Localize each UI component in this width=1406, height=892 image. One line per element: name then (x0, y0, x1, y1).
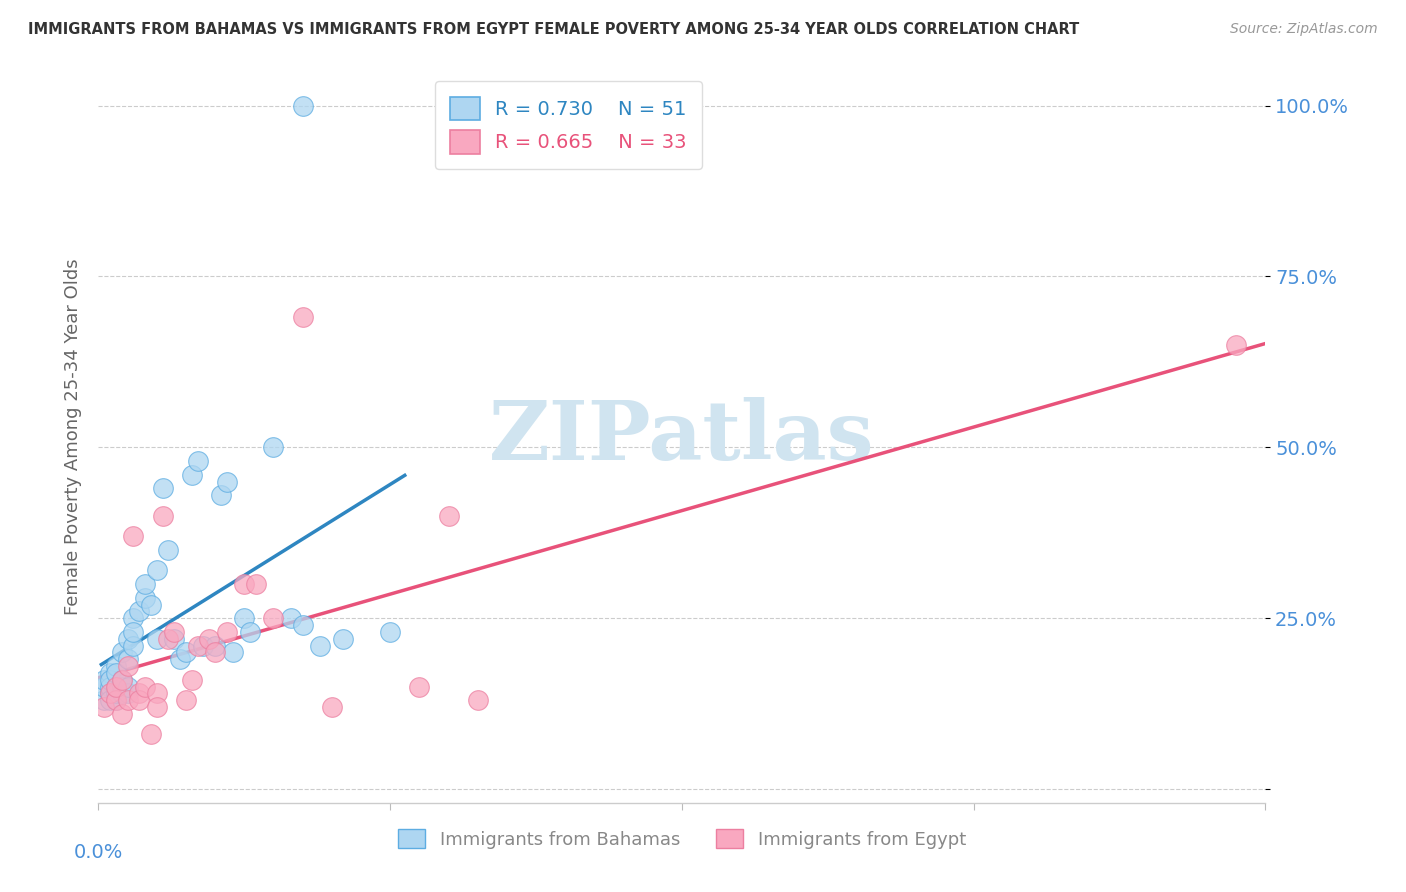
Point (233, 611, 256, 625)
Point (134, 680, 156, 694)
Point (117, 686, 139, 700)
Point (122, 611, 145, 625)
Point (152, 481, 174, 495)
Point (146, 686, 169, 700)
Point (187, 639, 209, 653)
Point (239, 624, 262, 639)
Point (174, 693, 197, 707)
Point (93, 680, 115, 694)
Point (139, 598, 162, 612)
Point (180, 673, 202, 687)
Point (104, 665, 127, 680)
Point (146, 700, 169, 714)
Point (146, 563, 169, 577)
Text: ZIPatlas: ZIPatlas (489, 397, 875, 477)
Point (104, 680, 127, 694)
Point (104, 693, 127, 707)
Point (163, 624, 186, 639)
Point (134, 591, 156, 605)
Point (93, 700, 115, 714)
Point (221, 645, 243, 659)
Point (93, 673, 115, 687)
Point (245, 577, 267, 591)
Y-axis label: Female Poverty Among 25-34 Year Olds: Female Poverty Among 25-34 Year Olds (63, 259, 82, 615)
Point (139, 727, 162, 741)
Point (111, 673, 134, 687)
Point (98, 680, 121, 694)
Point (321, 700, 343, 714)
Point (157, 542, 180, 557)
Point (98, 693, 121, 707)
Point (291, 98, 314, 112)
Point (280, 611, 302, 625)
Point (98, 673, 121, 687)
Point (98, 686, 121, 700)
Point (193, 639, 215, 653)
Point (215, 475, 238, 489)
Point (380, 624, 402, 639)
Text: IMMIGRANTS FROM BAHAMAS VS IMMIGRANTS FROM EGYPT FEMALE POVERTY AMONG 25-34 YEAR: IMMIGRANTS FROM BAHAMAS VS IMMIGRANTS FR… (28, 22, 1080, 37)
Point (128, 693, 150, 707)
Point (204, 645, 226, 659)
Point (93, 693, 115, 707)
Point (169, 652, 191, 666)
Point (163, 632, 186, 646)
Point (157, 632, 180, 646)
Point (262, 611, 284, 625)
Point (98, 686, 121, 700)
Point (122, 529, 145, 543)
Point (117, 659, 139, 673)
Point (262, 440, 284, 454)
Point (98, 665, 121, 680)
Point (180, 467, 202, 482)
Point (187, 454, 209, 468)
Point (104, 686, 127, 700)
Point (128, 604, 150, 618)
Point (146, 632, 169, 646)
Point (174, 645, 197, 659)
Point (117, 652, 139, 666)
Point (209, 488, 232, 502)
Point (134, 577, 156, 591)
Point (1225, 338, 1247, 352)
Point (117, 632, 139, 646)
Point (117, 680, 139, 694)
Point (437, 508, 460, 523)
Point (111, 645, 134, 659)
Point (104, 693, 127, 707)
Point (215, 624, 238, 639)
Point (111, 686, 134, 700)
Text: Source: ZipAtlas.com: Source: ZipAtlas.com (1230, 22, 1378, 37)
Point (408, 680, 430, 694)
Point (122, 624, 145, 639)
Point (117, 693, 139, 707)
Legend: Immigrants from Bahamas, Immigrants from Egypt: Immigrants from Bahamas, Immigrants from… (391, 822, 973, 856)
Point (291, 618, 314, 632)
Point (128, 686, 150, 700)
Point (104, 680, 127, 694)
Point (152, 508, 174, 523)
Point (111, 706, 134, 721)
Point (122, 639, 145, 653)
Point (104, 659, 127, 673)
Point (309, 639, 332, 653)
Point (111, 680, 134, 694)
Point (111, 673, 134, 687)
Point (291, 310, 314, 325)
Point (332, 632, 354, 646)
Point (198, 632, 221, 646)
Point (204, 639, 226, 653)
Text: 0.0%: 0.0% (73, 843, 124, 862)
Point (233, 577, 256, 591)
Point (467, 693, 489, 707)
